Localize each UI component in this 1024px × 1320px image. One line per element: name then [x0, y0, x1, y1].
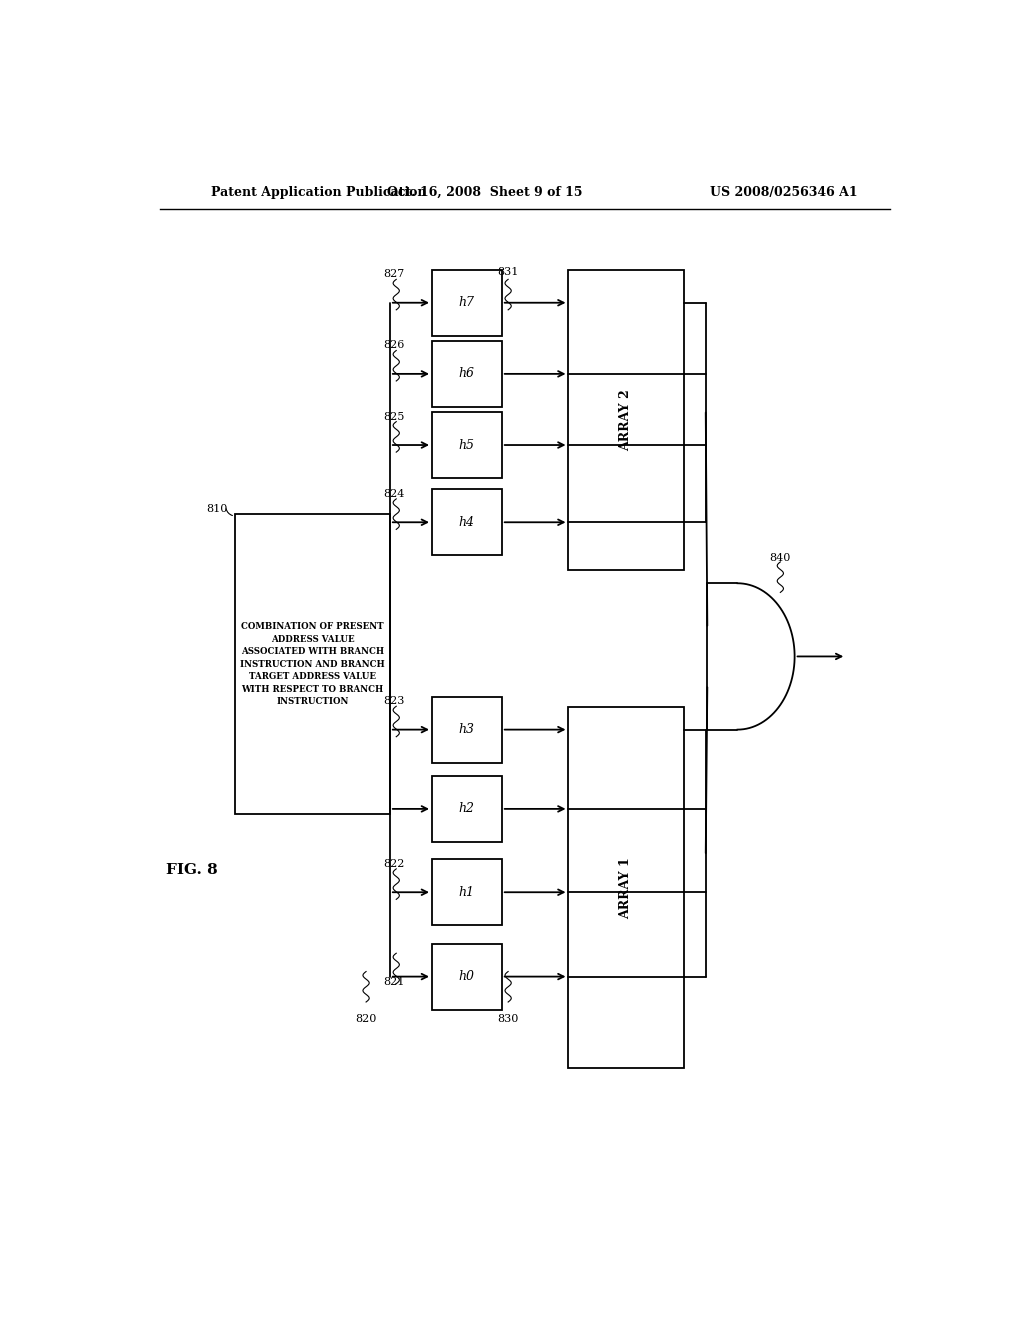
Text: 820: 820: [355, 1014, 377, 1024]
Text: h3: h3: [459, 723, 475, 737]
Text: h5: h5: [459, 438, 475, 451]
Text: Oct. 16, 2008  Sheet 9 of 15: Oct. 16, 2008 Sheet 9 of 15: [387, 186, 583, 199]
Text: ARRAY 1: ARRAY 1: [620, 857, 633, 919]
Bar: [432, 859, 502, 925]
Text: 830: 830: [498, 1014, 519, 1024]
Text: h7: h7: [459, 296, 475, 309]
Bar: [432, 269, 502, 335]
Text: 823: 823: [383, 696, 404, 706]
Bar: [432, 697, 502, 763]
Text: US 2008/0256346 A1: US 2008/0256346 A1: [711, 186, 858, 199]
Text: 840: 840: [770, 553, 791, 562]
Text: COMBINATION OF PRESENT
ADDRESS VALUE
ASSOCIATED WITH BRANCH
INSTRUCTION AND BRAN: COMBINATION OF PRESENT ADDRESS VALUE ASS…: [241, 622, 385, 706]
Text: Patent Application Publication: Patent Application Publication: [211, 186, 427, 199]
Text: 810: 810: [206, 504, 227, 513]
Bar: [432, 776, 502, 842]
Bar: [432, 412, 502, 478]
Text: 827: 827: [383, 269, 404, 280]
Text: 825: 825: [383, 412, 404, 421]
Bar: [568, 708, 684, 1068]
Text: h4: h4: [459, 516, 475, 529]
Text: h0: h0: [459, 970, 475, 983]
Text: 826: 826: [383, 341, 404, 350]
Bar: [432, 944, 502, 1010]
Text: 821: 821: [383, 977, 404, 986]
Text: h6: h6: [459, 367, 475, 380]
Text: FIG. 8: FIG. 8: [166, 863, 217, 876]
Bar: [432, 490, 502, 556]
Text: 824: 824: [383, 488, 404, 499]
Text: h1: h1: [459, 886, 475, 899]
Text: 831: 831: [498, 267, 519, 277]
Text: 822: 822: [383, 859, 404, 869]
Bar: [432, 341, 502, 407]
Bar: [568, 271, 684, 570]
Text: h2: h2: [459, 803, 475, 816]
Text: ARRAY 2: ARRAY 2: [620, 389, 633, 451]
Bar: [236, 515, 390, 814]
